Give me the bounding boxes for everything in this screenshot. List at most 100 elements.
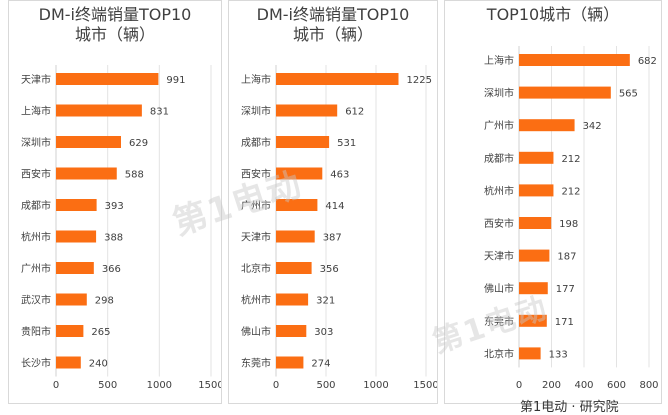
data-label: 531 [337, 138, 356, 149]
data-label: 177 [556, 284, 575, 295]
bar [56, 73, 159, 85]
bar [56, 293, 87, 306]
chart-title-line-2: 城市（辆） [292, 25, 373, 44]
bar [276, 73, 399, 85]
chart-title-line-1: DM-i终端销量TOP10 [256, 5, 410, 24]
bar [519, 282, 548, 295]
category-label: 佛山市 [241, 325, 271, 338]
category-label: 西安市 [484, 217, 514, 230]
x-tick-label: 800 [639, 380, 658, 391]
x-tick-label: 0 [53, 380, 59, 391]
x-tick-label: 600 [607, 380, 626, 391]
data-label: 240 [89, 359, 108, 370]
bar [56, 230, 97, 243]
category-label: 武汉市 [21, 294, 51, 307]
category-label: 长沙市 [21, 357, 51, 370]
x-tick-label: 400 [574, 380, 593, 391]
bar [56, 136, 121, 148]
footer-logo: 第1电动 · 研究院 [520, 400, 619, 415]
category-label: 西安市 [21, 168, 51, 181]
category-label: 杭州市 [241, 294, 271, 307]
data-label: 265 [91, 327, 110, 338]
category-label: 天津市 [21, 73, 51, 86]
bar [519, 151, 554, 164]
bar [276, 167, 323, 180]
bar [519, 184, 554, 197]
category-label: 广州市 [484, 119, 514, 132]
data-label: 298 [95, 296, 114, 307]
bar [56, 167, 117, 180]
data-label: 414 [325, 201, 344, 212]
category-label: 佛山市 [484, 282, 514, 295]
category-label: 广州市 [21, 262, 51, 275]
data-label: 187 [557, 252, 576, 263]
data-label: 212 [561, 186, 580, 197]
data-label: 612 [345, 107, 364, 118]
bar [519, 86, 611, 99]
category-label: 广州市 [241, 199, 271, 212]
data-label: 366 [102, 264, 121, 275]
chart-title-line-2: 城市（辆） [74, 25, 155, 44]
bar [56, 199, 97, 211]
bar [519, 54, 630, 66]
bar-chart: 0 500 1000 1500 上海市 1225 深圳市 612 成都市 531 西安市 463 广州市… [241, 65, 438, 391]
bar [56, 356, 81, 369]
data-label: 831 [150, 107, 169, 118]
bar [276, 136, 330, 148]
bar-chart: 0 500 1000 1500 天津市 991 上海市 831 深圳市 629 西安市 588 成都市 3… [21, 65, 221, 391]
data-label: 133 [549, 349, 568, 360]
category-label: 东莞市 [484, 315, 514, 328]
category-label: 北京市 [241, 262, 271, 275]
data-label: 274 [311, 359, 330, 370]
category-label: 东莞市 [241, 357, 271, 370]
data-label: 629 [129, 138, 148, 149]
data-label: 342 [583, 121, 602, 132]
bar-chart: 0 200 400 600 800 上海市 682 深圳市 565 广州市 342 成都市 212 杭州市… [484, 46, 659, 391]
bar [56, 262, 94, 274]
bar [56, 104, 142, 117]
category-label: 深圳市 [21, 136, 51, 149]
chart-panel-2: DM-i终端销量TOP10 城市（辆） 0 500 1000 1500 上海市 1225 深… [228, 0, 438, 404]
category-label: 深圳市 [241, 105, 271, 118]
x-tick-label: 500 [98, 380, 117, 391]
bar [276, 230, 315, 243]
bar [519, 347, 541, 360]
data-label: 565 [619, 89, 638, 100]
data-label: 588 [125, 170, 144, 181]
category-label: 深圳市 [484, 87, 514, 100]
category-label: 杭州市 [484, 184, 514, 197]
category-label: 贵阳市 [21, 325, 51, 338]
data-label: 321 [316, 296, 335, 307]
chart-title-line-1: DM-i终端销量TOP10 [38, 5, 192, 24]
category-label: 西安市 [241, 168, 271, 181]
category-label: 上海市 [241, 73, 271, 86]
chart-panel-1: DM-i终端销量TOP10 城市（辆） 0 500 1000 1500 天津市 991 上海… [8, 0, 222, 404]
data-label: 387 [323, 233, 342, 244]
category-label: 天津市 [241, 231, 271, 244]
data-label: 171 [555, 317, 574, 328]
bar [276, 262, 312, 274]
category-label: 杭州市 [21, 231, 51, 244]
x-tick-label: 1500 [413, 380, 438, 391]
data-label: 463 [330, 170, 349, 181]
x-tick-label: 0 [516, 380, 522, 391]
bar [519, 217, 552, 229]
data-label: 682 [638, 56, 657, 67]
bar [276, 199, 318, 211]
data-label: 356 [320, 264, 339, 275]
bar [276, 104, 338, 117]
bar [519, 314, 547, 327]
x-tick-label: 0 [273, 380, 279, 391]
category-label: 成都市 [21, 199, 51, 212]
data-label: 1225 [407, 75, 432, 86]
data-label: 393 [105, 201, 124, 212]
category-label: 上海市 [484, 54, 514, 67]
bar [56, 325, 84, 337]
category-label: 北京市 [484, 347, 514, 360]
category-label: 成都市 [484, 152, 514, 165]
bar [276, 325, 307, 337]
data-label: 303 [314, 327, 333, 338]
data-label: 212 [561, 154, 580, 165]
bar [519, 119, 575, 132]
data-label: 198 [559, 219, 578, 230]
